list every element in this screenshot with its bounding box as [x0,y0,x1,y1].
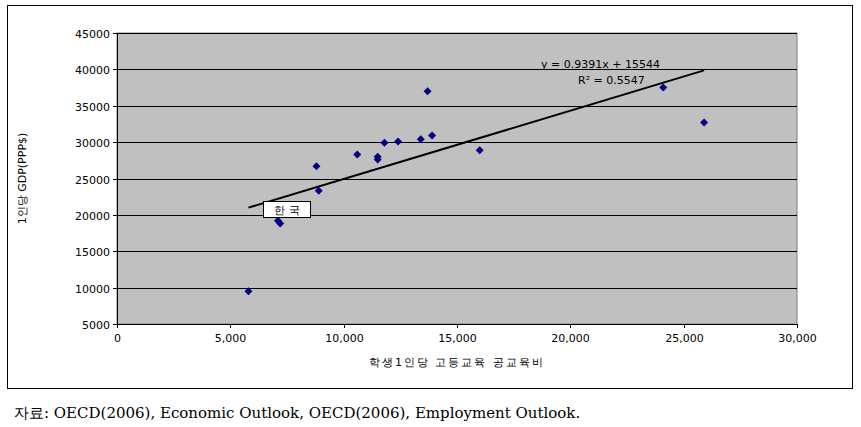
point [374,156,382,164]
point [700,118,708,126]
point [659,84,667,92]
grid-line [117,69,797,70]
point [424,87,432,95]
plot-area [117,33,797,324]
point [380,139,388,147]
trendline [248,70,704,207]
grid-line [117,142,797,143]
point [476,146,484,154]
grid-line [117,288,797,289]
x-tick-label: 0 [114,332,121,345]
x-tick [797,324,798,328]
x-tick-label: 5,000 [215,332,247,345]
x-tick [117,324,118,328]
x-axis-title: 학생1인당 고등교육 공교육비 [369,356,545,369]
x-tick [457,324,458,328]
y-tick-label: 45000 [75,28,110,41]
point [315,187,323,195]
y-tick-label: 35000 [75,101,110,114]
x-tick-label: 25,000 [665,332,704,345]
point [244,287,252,295]
y-tick-label: 30000 [75,137,110,150]
point [353,150,361,158]
trend-equation: y = 0.9391x + 15544 [541,58,660,71]
x-tick [230,324,231,328]
point [428,132,436,140]
y-tick [113,106,117,107]
y-tick [113,69,117,70]
x-tick-label: 20,000 [551,332,590,345]
point [417,135,425,143]
y-axis-title: 1인당 GDP(PPP$) [16,133,29,225]
y-tick [113,251,117,252]
y-tick [113,215,117,216]
y-tick-label: 10000 [75,283,110,296]
grid-line [117,33,797,34]
x-tick [684,324,685,328]
grid-line [117,251,797,252]
data-group [244,70,708,295]
x-tick-label: 30,000 [778,332,817,345]
y-axis [117,33,118,324]
y-tick-label: 5000 [82,319,110,332]
point [312,162,320,170]
y-tick [113,288,117,289]
chart: 5000 10000 15000 20000 25000 30000 35000 40000 4… [0,0,861,427]
x-tick [570,324,571,328]
y-tick [113,324,117,325]
y-tick-label: 15000 [75,246,110,259]
point [394,137,402,145]
y-tick-label: 40000 [75,64,110,77]
annotation-box [264,202,311,218]
source: 자료: OECD(2006), Economic Outlook, OECD(2… [14,404,580,422]
x-tick-label: 15,000 [438,332,477,345]
x-tick [344,324,345,328]
grid-line [117,106,797,107]
y-tick [113,142,117,143]
y-tick [113,33,117,34]
chart-frame [8,6,853,389]
point [276,220,284,228]
trend-r2: R² = 0.5547 [578,74,645,87]
grid-line [117,215,797,216]
y-tick-label: 25000 [75,174,110,187]
y-tick [113,179,117,180]
grid-line [117,179,797,180]
x-tick-label: 10,000 [325,332,364,345]
annotation: 한 국 [274,204,300,217]
y-tick-label: 20000 [75,210,110,223]
